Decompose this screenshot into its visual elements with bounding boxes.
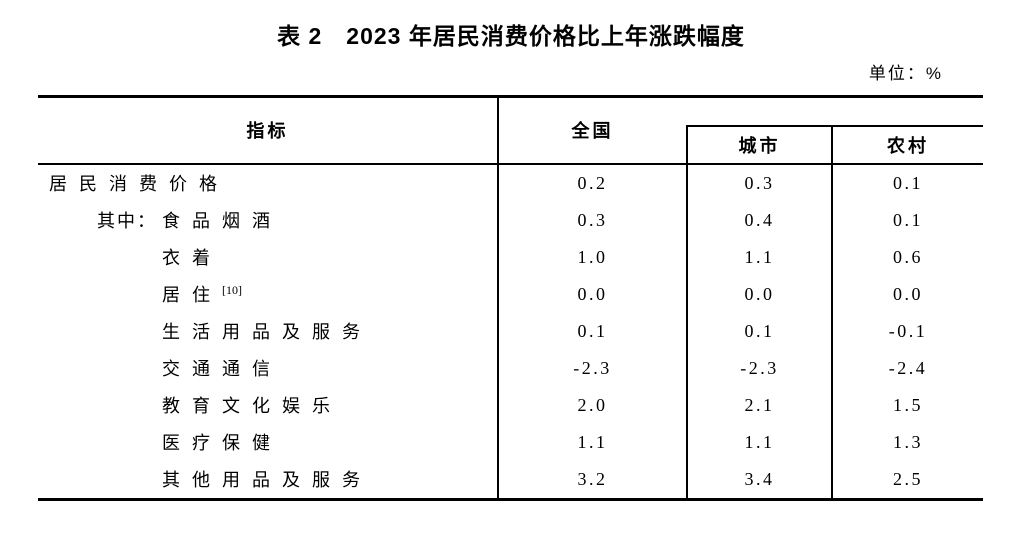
urban-value-cell: 1.1 xyxy=(687,423,833,461)
national-value-cell: 3.2 xyxy=(498,460,688,499)
indicator-cell: 生活用品及服务 xyxy=(38,312,499,350)
urban-value-cell: 0.1 xyxy=(687,312,833,350)
indicator-cell: 居民消费价格 xyxy=(38,163,499,202)
rural-value-cell: 2.5 xyxy=(893,468,923,489)
table-row: 衣着 1.0 1.1 0.6 xyxy=(38,238,983,276)
rural-value-cell: 0.0 xyxy=(893,283,923,304)
indicator-label: 衣着 xyxy=(162,248,222,268)
table-row: 居住[10] 0.0 0.0 0.0 xyxy=(38,275,983,313)
rural-value-cell: 1.5 xyxy=(893,394,923,415)
table-row: 居民消费价格 0.2 0.3 0.1 xyxy=(38,163,983,202)
table-row: 教育文化娱乐 2.0 2.1 1.5 xyxy=(38,386,983,424)
urban-value-cell: -2.3 xyxy=(687,349,833,387)
header-urban: 城市 xyxy=(686,125,832,165)
national-value-cell: 0.0 xyxy=(498,275,688,313)
national-value-cell: -2.3 xyxy=(498,349,688,387)
indicator-label: 交通通信 xyxy=(162,359,282,379)
indicator-cell: 教育文化娱乐 xyxy=(38,386,499,424)
urban-value-cell: 3.4 xyxy=(687,460,833,499)
urban-value-cell: 2.1 xyxy=(687,386,833,424)
rural-value-cell: -2.4 xyxy=(888,357,928,378)
cpi-table: 指标 全国 城市 农村 居民消费价格 0.2 0.3 0.1 其中： 食品烟酒 0… xyxy=(38,95,983,501)
urban-value-cell: 0.3 xyxy=(687,163,833,202)
indicator-cell: 衣着 xyxy=(38,238,499,276)
urban-value-cell: 0.4 xyxy=(687,201,833,239)
indicator-label: 食品烟酒 xyxy=(162,211,282,231)
header-national: 全国 xyxy=(498,96,687,165)
national-value-cell: 1.0 xyxy=(498,238,688,276)
header-rural: 农村 xyxy=(831,125,983,165)
table-title: 表 2 2023 年居民消费价格比上年涨跌幅度 xyxy=(277,23,745,49)
indicator-cell: 其他用品及服务 xyxy=(38,460,499,499)
indicator-label: 居民消费价格 xyxy=(49,174,229,194)
indicator-cell: 交通通信 xyxy=(38,349,499,387)
indicator-cell: 居住[10] xyxy=(38,275,499,313)
unit-label: 单位：% xyxy=(868,64,943,83)
rural-value-cell: 0.1 xyxy=(893,172,923,193)
header-indicator: 指标 xyxy=(38,96,499,165)
indicator-cell: 医疗保健 xyxy=(38,423,499,461)
header-subgroup-spacer xyxy=(687,96,983,127)
rural-value-cell: -0.1 xyxy=(888,320,928,341)
rural-value-cell: 1.3 xyxy=(893,431,923,452)
indicator-label: 生活用品及服务 xyxy=(162,322,372,342)
among-which-prefix: 其中： xyxy=(97,211,157,231)
table-row: 其中： 食品烟酒 0.3 0.4 0.1 xyxy=(38,201,983,239)
national-value-cell: 0.1 xyxy=(498,312,688,350)
table-body: 居民消费价格 0.2 0.3 0.1 其中： 食品烟酒 0.3 0.4 0.1 衣… xyxy=(38,163,983,499)
rural-value-cell: 0.1 xyxy=(893,209,923,230)
indicator-label: 居住 xyxy=(162,285,222,305)
national-value-cell: 0.3 xyxy=(498,201,688,239)
header-row-1: 指标 全国 xyxy=(38,96,983,165)
indicator-cell: 其中： 食品烟酒 xyxy=(38,201,499,239)
national-value-cell: 2.0 xyxy=(498,386,688,424)
header-row-2: 城市 农村 xyxy=(38,125,983,165)
urban-value-cell: 0.0 xyxy=(687,275,833,313)
urban-value-cell: 1.1 xyxy=(687,238,833,276)
national-value-cell: 0.2 xyxy=(498,163,688,202)
indicator-label: 教育文化娱乐 xyxy=(162,396,342,416)
indicator-label: 其他用品及服务 xyxy=(162,470,372,490)
table-row: 交通通信 -2.3 -2.3 -2.4 xyxy=(38,349,983,387)
footnote-ref: [10] xyxy=(222,283,242,297)
rural-value-cell: 0.6 xyxy=(893,246,923,267)
table-row: 生活用品及服务 0.1 0.1 -0.1 xyxy=(38,312,983,350)
table-header: 指标 全国 城市 农村 xyxy=(38,96,983,165)
indicator-label: 医疗保健 xyxy=(162,433,282,453)
national-value-cell: 1.1 xyxy=(498,423,688,461)
table-row: 其他用品及服务 3.2 3.4 2.5 xyxy=(38,460,983,499)
table-row: 医疗保健 1.1 1.1 1.3 xyxy=(38,423,983,461)
